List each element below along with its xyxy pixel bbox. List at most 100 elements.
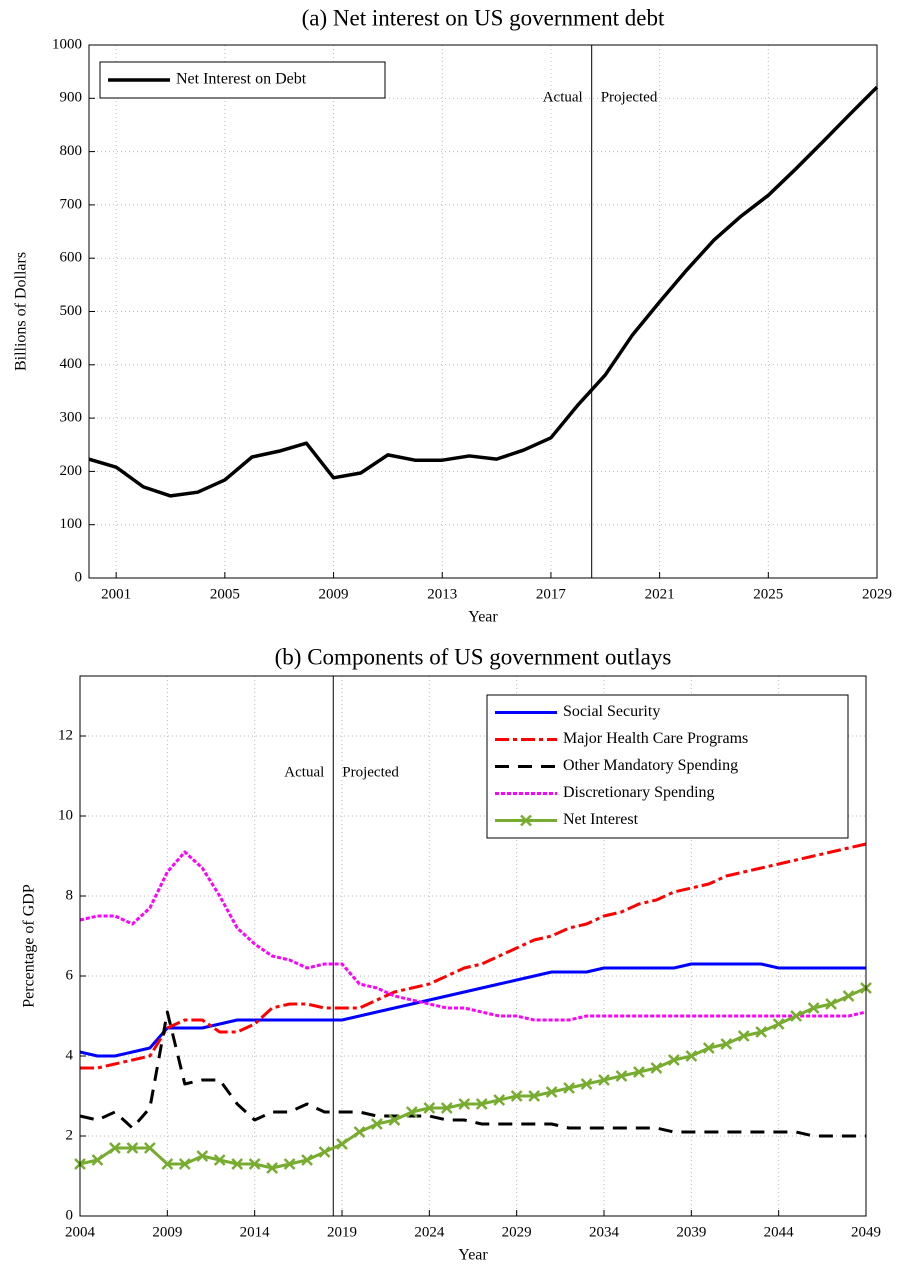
- point-marker: [807, 1002, 820, 1014]
- y-tick-label: 200: [60, 463, 83, 479]
- legend-box: [486, 694, 849, 839]
- y-tick-label: 1000: [52, 36, 82, 52]
- point-marker: [91, 1154, 104, 1166]
- point-marker: [650, 1062, 663, 1074]
- x-tick-label: 2025: [753, 586, 783, 602]
- point-marker: [196, 1150, 209, 1162]
- point-marker: [266, 1162, 279, 1174]
- point-marker: [440, 1102, 453, 1114]
- point-marker: [283, 1158, 296, 1170]
- legend-label: Other Mandatory Spending: [563, 757, 738, 774]
- plot-frame: [88, 44, 878, 579]
- y-tick-label: 400: [60, 356, 83, 372]
- y-axis-label: Billions of Dollars: [13, 252, 30, 371]
- x-tick-label: 2001: [101, 586, 131, 602]
- point-marker: [336, 1138, 348, 1150]
- x-tick-label: 2009: [319, 586, 349, 602]
- x-tick-label: 2004: [65, 1224, 96, 1240]
- point-marker: [598, 1074, 610, 1086]
- x-tick-label: 2044: [764, 1224, 795, 1240]
- y-tick-label: 800: [60, 143, 83, 159]
- point-marker: [161, 1158, 174, 1170]
- point-marker: [405, 1106, 418, 1118]
- y-tick-label: 700: [60, 196, 83, 212]
- series-line: [79, 1010, 866, 1138]
- y-tick-label: 0: [66, 1207, 74, 1223]
- x-tick-label: 2014: [240, 1224, 271, 1240]
- y-tick-label: 2: [66, 1127, 74, 1143]
- point-marker: [388, 1114, 401, 1126]
- point-marker: [755, 1026, 768, 1038]
- series-line: [79, 986, 867, 1170]
- point-marker: [248, 1158, 261, 1170]
- x-tick-label: 2029: [502, 1224, 532, 1240]
- x-tick-label: 2019: [327, 1224, 357, 1240]
- point-marker: [493, 1094, 506, 1106]
- point-marker: [353, 1126, 366, 1138]
- y-tick-label: 600: [60, 250, 83, 266]
- x-tick-label: 2034: [589, 1224, 620, 1240]
- point-marker: [213, 1154, 226, 1166]
- x-tick-label: 2005: [210, 586, 240, 602]
- annotation: Projected: [342, 765, 399, 781]
- legend: Social Security Major Health Care Program…: [486, 694, 849, 839]
- point-marker: [458, 1098, 471, 1110]
- x-axis-label: Year: [458, 1247, 488, 1264]
- chart-title: (a) Net interest on US government debt: [302, 5, 665, 30]
- plot-background: [89, 45, 877, 578]
- point-marker: [545, 1086, 558, 1098]
- legend-label: Social Security: [563, 703, 660, 720]
- x-tick-label: 2013: [427, 586, 457, 602]
- point-marker: [318, 1146, 331, 1158]
- y-tick-label: 300: [60, 410, 83, 426]
- point-marker: [580, 1078, 593, 1090]
- legend-label: Net Interest: [563, 811, 639, 828]
- point-marker: [371, 1118, 383, 1130]
- point-marker: [231, 1158, 244, 1170]
- y-tick-label: 4: [66, 1047, 74, 1063]
- point-marker: [510, 1090, 523, 1102]
- point-marker: [772, 1018, 785, 1030]
- point-marker: [825, 998, 837, 1010]
- y-tick-label: 12: [58, 727, 73, 743]
- y-tick-label: 10: [58, 807, 73, 823]
- y-axis-label: Percentage of GDP: [21, 884, 38, 1008]
- point-marker: [702, 1042, 715, 1054]
- x-tick-label: 2049: [851, 1224, 881, 1240]
- plot-frame: [79, 675, 867, 1217]
- legend-label: Discretionary Spending: [563, 784, 715, 801]
- point-marker: [667, 1054, 680, 1066]
- x-axis-label: Year: [468, 609, 498, 626]
- y-tick-label: 900: [60, 90, 83, 106]
- point-marker: [720, 1038, 733, 1050]
- x-tick-label: 2024: [414, 1224, 445, 1240]
- series-line: [79, 850, 867, 1022]
- annotation: Actual: [543, 90, 583, 106]
- legend-label: Net Interest on Debt: [176, 71, 307, 88]
- point-marker: [633, 1066, 645, 1078]
- point-marker: [790, 1010, 803, 1022]
- series-line: [88, 85, 879, 498]
- point-marker: [178, 1158, 191, 1170]
- point-marker: [475, 1098, 488, 1110]
- x-tick-label: 2009: [152, 1224, 182, 1240]
- point-marker: [563, 1082, 575, 1094]
- point-marker: [423, 1102, 436, 1114]
- point-marker: [685, 1050, 698, 1062]
- y-tick-label: 0: [75, 569, 83, 585]
- point-marker: [143, 1142, 156, 1154]
- legend-label: Major Health Care Programs: [563, 730, 748, 747]
- legend-marker: [520, 814, 532, 827]
- point-marker: [109, 1142, 121, 1154]
- annotation: Actual: [284, 765, 324, 781]
- point-marker: [737, 1030, 750, 1042]
- x-tick-label: 2039: [676, 1224, 706, 1240]
- point-marker: [126, 1142, 139, 1154]
- x-tick-label: 2029: [862, 586, 892, 602]
- point-marker: [842, 990, 855, 1002]
- point-marker: [301, 1154, 313, 1166]
- y-tick-label: 8: [66, 887, 74, 903]
- point-marker: [528, 1090, 541, 1102]
- annotation: Projected: [601, 90, 658, 106]
